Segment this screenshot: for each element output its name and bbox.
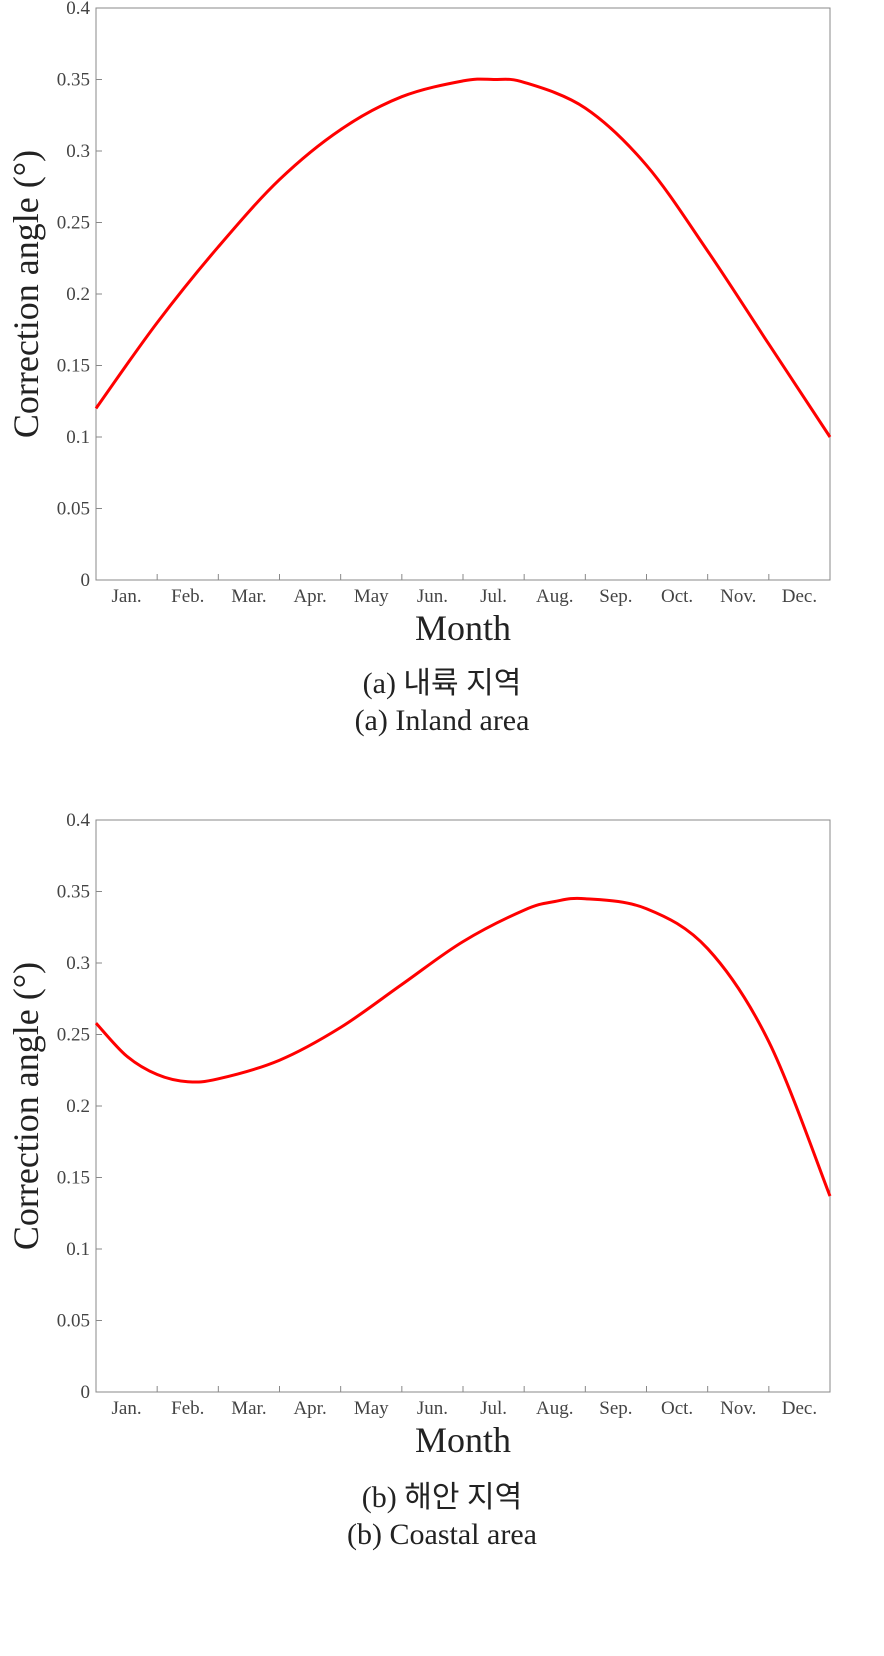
x-tick-label: May: [354, 586, 389, 607]
y-tick-label: 0.15: [57, 1168, 90, 1189]
caption-coastal-english: (b) Coastal area: [347, 1518, 537, 1551]
y-tick-label: 0.4: [66, 810, 90, 831]
x-tick-label: Sep.: [599, 1398, 632, 1419]
x-tick-label: Sep.: [599, 586, 632, 607]
y-tick-label: 0: [81, 570, 91, 591]
y-tick-label: 0.25: [57, 213, 90, 234]
chart-inland: 0 0.05 0.1 0.15 0.2 0.25 0.3 0.35 0.4 Jan. Feb. Mar…: [6, 0, 832, 648]
y-axis-title: Correction angle (°): [6, 962, 46, 1250]
x-tick-label: Mar.: [231, 586, 266, 607]
y-tick-label: 0: [81, 1382, 91, 1403]
y-tick-label: 0.4: [66, 0, 90, 19]
x-axis-title: Month: [415, 608, 511, 648]
x-tick-label: Jul.: [480, 586, 507, 607]
x-tick-label: Dec.: [782, 586, 817, 607]
x-tick-label: Mar.: [231, 1398, 266, 1419]
x-tick-label: Nov.: [720, 1398, 756, 1419]
caption-coastal-korean: (b) 해안 지역: [361, 1481, 523, 1514]
plot-frame: [95, 7, 831, 581]
y-tick-label: 0.25: [57, 1025, 90, 1046]
plot-frame: [95, 819, 831, 1393]
x-tick-label: Apr.: [293, 586, 326, 607]
x-tick-label: Feb.: [171, 586, 204, 607]
x-axis-title: Month: [415, 1420, 511, 1460]
x-tick-label: Jun.: [417, 1398, 448, 1419]
y-tick-label: 0.3: [66, 141, 90, 162]
y-tick-label: 0.3: [66, 953, 90, 974]
y-tick-label: 0.05: [57, 1311, 90, 1332]
x-tick-label: Nov.: [720, 586, 756, 607]
x-tick-label: Oct.: [661, 1398, 693, 1419]
y-tick-label: 0.15: [57, 356, 90, 377]
y-axis-title: Correction angle (°): [6, 150, 46, 438]
x-tick-label: Apr.: [293, 1398, 326, 1419]
y-tick-label: 0.35: [57, 882, 90, 903]
y-tick-label: 0.2: [66, 1096, 90, 1117]
y-tick-label: 0.1: [66, 427, 90, 448]
caption-inland-english: (a) Inland area: [354, 704, 530, 737]
x-tick-label: May: [354, 1398, 389, 1419]
series-line: [94, 77, 832, 438]
chart-coastal: 0 0.05 0.1 0.15 0.2 0.25 0.3 0.35 0.4 Jan. Feb. Mar…: [6, 810, 832, 1460]
y-tick-label: 0.2: [66, 284, 90, 305]
x-tick-label: Jan.: [112, 586, 142, 607]
y-tick-label: 0.1: [66, 1239, 90, 1260]
caption-inland-korean: (a) 내륙 지역: [362, 667, 522, 700]
series-line: [94, 896, 832, 1197]
x-tick-label: Jul.: [480, 1398, 507, 1419]
x-tick-label: Oct.: [661, 586, 693, 607]
x-tick-label: Jun.: [417, 586, 448, 607]
x-tick-label: Aug.: [536, 1398, 573, 1419]
x-tick-label: Aug.: [536, 586, 573, 607]
x-tick-label: Feb.: [171, 1398, 204, 1419]
x-tick-label: Jan.: [112, 1398, 142, 1419]
y-tick-label: 0.35: [57, 70, 90, 91]
x-tick-label: Dec.: [782, 1398, 817, 1419]
y-tick-label: 0.05: [57, 499, 90, 520]
